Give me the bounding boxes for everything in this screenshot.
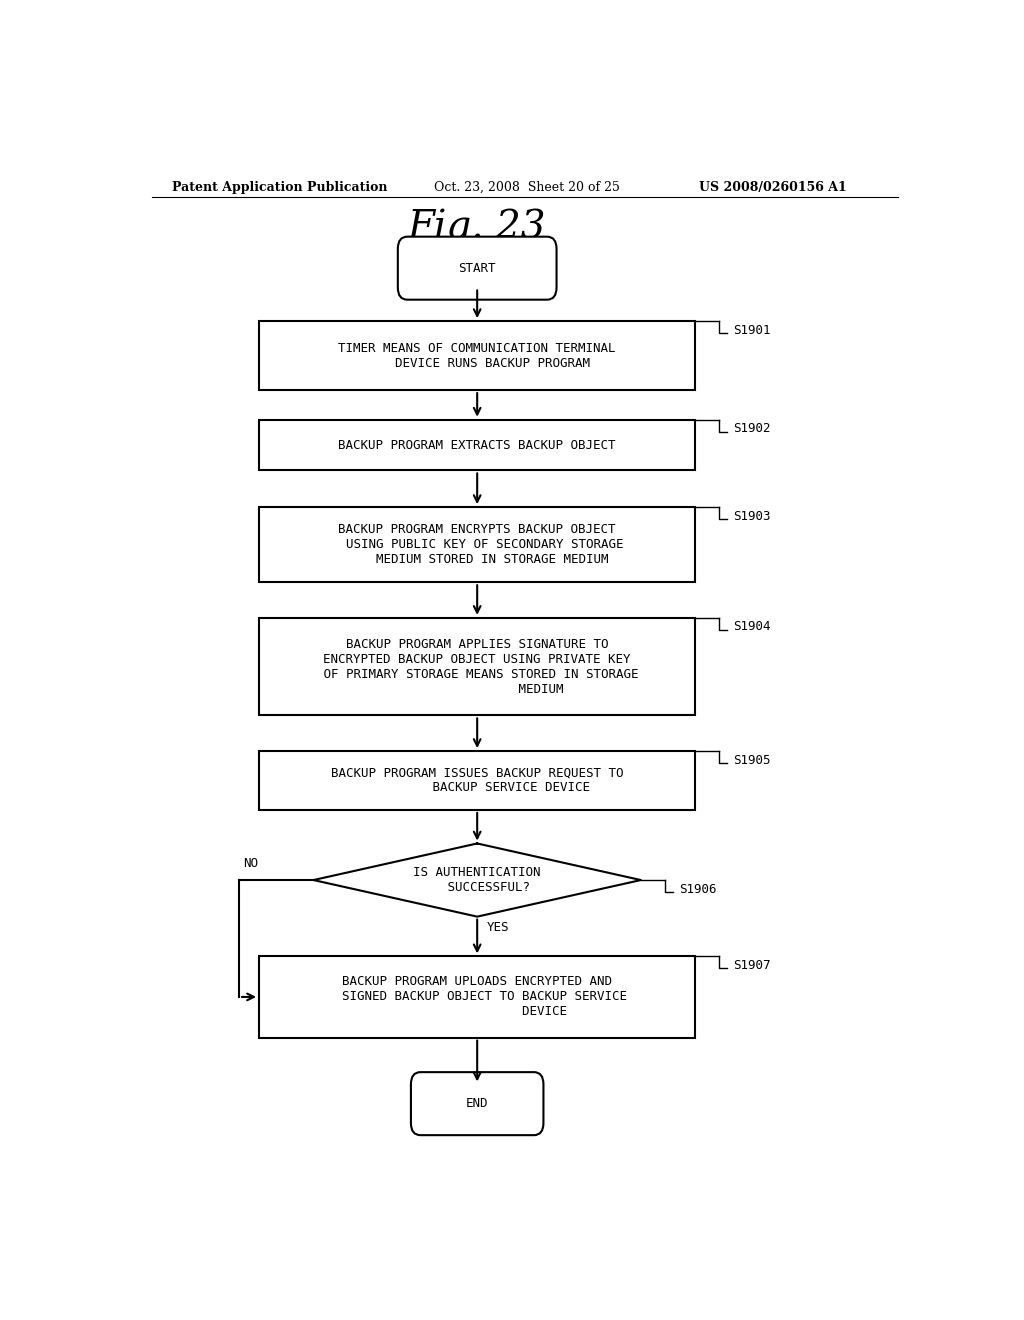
Text: END: END: [466, 1097, 488, 1110]
FancyBboxPatch shape: [397, 236, 557, 300]
FancyBboxPatch shape: [411, 1072, 544, 1135]
Text: BACKUP PROGRAM UPLOADS ENCRYPTED AND
  SIGNED BACKUP OBJECT TO BACKUP SERVICE
  : BACKUP PROGRAM UPLOADS ENCRYPTED AND SIG…: [328, 975, 627, 1019]
Text: S1902: S1902: [733, 422, 771, 436]
Text: S1907: S1907: [733, 958, 771, 972]
Text: TIMER MEANS OF COMMUNICATION TERMINAL
    DEVICE RUNS BACKUP PROGRAM: TIMER MEANS OF COMMUNICATION TERMINAL DE…: [339, 342, 615, 370]
Text: BACKUP PROGRAM EXTRACTS BACKUP OBJECT: BACKUP PROGRAM EXTRACTS BACKUP OBJECT: [339, 438, 615, 451]
Text: BACKUP PROGRAM APPLIES SIGNATURE TO
ENCRYPTED BACKUP OBJECT USING PRIVATE KEY
 O: BACKUP PROGRAM APPLIES SIGNATURE TO ENCR…: [316, 638, 638, 696]
Text: IS AUTHENTICATION
   SUCCESSFUL?: IS AUTHENTICATION SUCCESSFUL?: [414, 866, 541, 894]
FancyBboxPatch shape: [259, 751, 695, 810]
FancyBboxPatch shape: [259, 507, 695, 582]
Text: YES: YES: [486, 921, 509, 933]
Text: BACKUP PROGRAM ENCRYPTS BACKUP OBJECT
  USING PUBLIC KEY OF SECONDARY STORAGE
  : BACKUP PROGRAM ENCRYPTS BACKUP OBJECT US…: [331, 523, 624, 566]
Text: S1906: S1906: [679, 883, 717, 896]
Text: S1903: S1903: [733, 510, 771, 523]
FancyBboxPatch shape: [259, 420, 695, 470]
Text: BACKUP PROGRAM ISSUES BACKUP REQUEST TO
         BACKUP SERVICE DEVICE: BACKUP PROGRAM ISSUES BACKUP REQUEST TO …: [331, 767, 624, 795]
FancyBboxPatch shape: [259, 956, 695, 1038]
Text: Oct. 23, 2008  Sheet 20 of 25: Oct. 23, 2008 Sheet 20 of 25: [433, 181, 620, 194]
FancyBboxPatch shape: [259, 321, 695, 391]
Text: S1905: S1905: [733, 754, 771, 767]
Text: NO: NO: [243, 857, 258, 870]
Text: Patent Application Publication: Patent Application Publication: [172, 181, 387, 194]
Text: START: START: [459, 261, 496, 275]
Text: Fig. 23: Fig. 23: [408, 210, 547, 247]
Text: S1901: S1901: [733, 323, 771, 337]
FancyBboxPatch shape: [259, 618, 695, 715]
Text: S1904: S1904: [733, 620, 771, 634]
Text: US 2008/0260156 A1: US 2008/0260156 A1: [699, 181, 847, 194]
